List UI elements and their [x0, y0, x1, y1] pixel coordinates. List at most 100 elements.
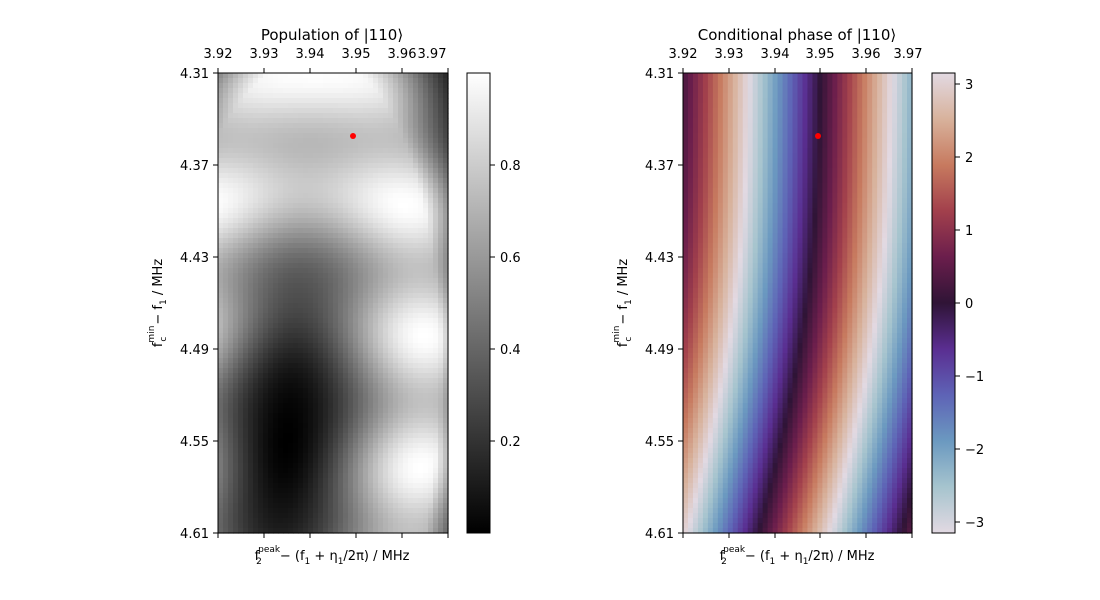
heatmap-cell [403, 378, 409, 384]
heatmap-cell [288, 258, 294, 264]
heatmap-cell [782, 108, 789, 114]
heatmap-cell [288, 98, 294, 104]
heatmap-cell [318, 308, 324, 314]
heatmap-cell [343, 313, 349, 319]
heatmap-cell [263, 488, 269, 494]
heatmap-cell [832, 118, 838, 124]
heatmap-cell [388, 308, 394, 314]
heatmap-cell [737, 103, 744, 109]
heatmap-cell [393, 328, 399, 334]
heatmap-cell [228, 378, 234, 384]
heatmap-cell [338, 228, 344, 234]
heatmap-cell [683, 83, 689, 89]
heatmap-cell [363, 293, 369, 299]
heatmap-cell [413, 488, 419, 494]
heatmap-cell [303, 283, 309, 289]
heatmap-cell [443, 133, 449, 139]
heatmap-cell [318, 453, 324, 459]
heatmap-cell [293, 518, 299, 524]
heatmap-cell [438, 103, 444, 109]
heatmap-cell [867, 103, 873, 109]
heatmap-cell [443, 83, 449, 89]
heatmap-cell [238, 333, 244, 339]
heatmap-cell [268, 83, 274, 89]
heatmap-cell [378, 308, 384, 314]
heatmap-cell [308, 338, 314, 344]
heatmap-cell [338, 103, 344, 109]
heatmap-cell [413, 233, 419, 239]
heatmap-cell [273, 138, 279, 144]
heatmap-cell [348, 178, 354, 184]
heatmap-cell [258, 513, 264, 519]
heatmap-cell [697, 143, 704, 149]
heatmap-cell [308, 423, 314, 429]
heatmap-cell [343, 168, 349, 174]
heatmap-cell [248, 323, 254, 329]
heatmap-cell [293, 258, 299, 264]
heatmap-cell [902, 128, 908, 134]
heatmap-cell [398, 138, 404, 144]
heatmap-cell [732, 133, 739, 139]
heatmap-cell [273, 323, 279, 329]
heatmap-cell [368, 163, 374, 169]
heatmap-cell [433, 313, 439, 319]
heatmap-cell [398, 473, 404, 479]
heatmap-cell [293, 433, 299, 439]
x-tick: 3.92 [204, 47, 232, 538]
heatmap-cell [253, 468, 259, 474]
heatmap-cell [433, 358, 439, 364]
heatmap-cell [373, 118, 379, 124]
heatmap-cell [298, 383, 304, 389]
heatmap-cell [438, 368, 444, 374]
heatmap-cell [408, 108, 414, 114]
heatmap-cell [378, 253, 384, 259]
heatmap-cell [847, 123, 853, 129]
heatmap-cell [353, 368, 359, 374]
heatmap-cell [223, 98, 229, 104]
heatmap-cell [363, 178, 369, 184]
heatmap-cell [263, 448, 269, 454]
heatmap-cell [303, 218, 309, 224]
heatmap-cell [438, 523, 444, 529]
heatmap-cell [378, 298, 384, 304]
heatmap-cell [223, 398, 229, 404]
heatmap-cell [318, 498, 324, 504]
heatmap-cell [318, 458, 324, 464]
heatmap-cell [278, 93, 284, 99]
heatmap-cell [303, 183, 309, 189]
heatmap-cell [363, 483, 369, 489]
heatmap-cell [288, 253, 294, 259]
heatmap-cell [308, 458, 314, 464]
heatmap-cell [258, 323, 264, 329]
heatmap-cell [353, 248, 359, 254]
heatmap-cell [323, 428, 329, 434]
heatmap-cell [338, 298, 344, 304]
heatmap-cell [812, 108, 819, 114]
heatmap-cell [263, 213, 269, 219]
heatmap-cell [268, 348, 274, 354]
heatmap-cell [328, 198, 334, 204]
heatmap-cell [283, 203, 289, 209]
heatmap-cell [428, 163, 434, 169]
heatmap-cell [403, 253, 409, 259]
heatmap-cell [253, 348, 259, 354]
heatmap-cell [418, 463, 424, 469]
heatmap-cell [368, 318, 374, 324]
heatmap-cell [313, 228, 319, 234]
heatmap-cell [308, 118, 314, 124]
heatmap-cell [683, 103, 689, 109]
heatmap-cell [273, 283, 279, 289]
heatmap-cell [378, 498, 384, 504]
heatmap-cell [737, 88, 744, 94]
heatmap-cell [243, 453, 249, 459]
heatmap-cell [438, 113, 444, 119]
heatmap-cell [363, 278, 369, 284]
heatmap-cell [303, 138, 309, 144]
heatmap-cell [243, 373, 249, 379]
heatmap-cell [408, 78, 414, 84]
heatmap-cell [358, 518, 364, 524]
heatmap-cell [263, 318, 269, 324]
heatmap-cell [772, 123, 779, 129]
heatmap-cell [218, 443, 224, 449]
heatmap-cell [388, 363, 394, 369]
